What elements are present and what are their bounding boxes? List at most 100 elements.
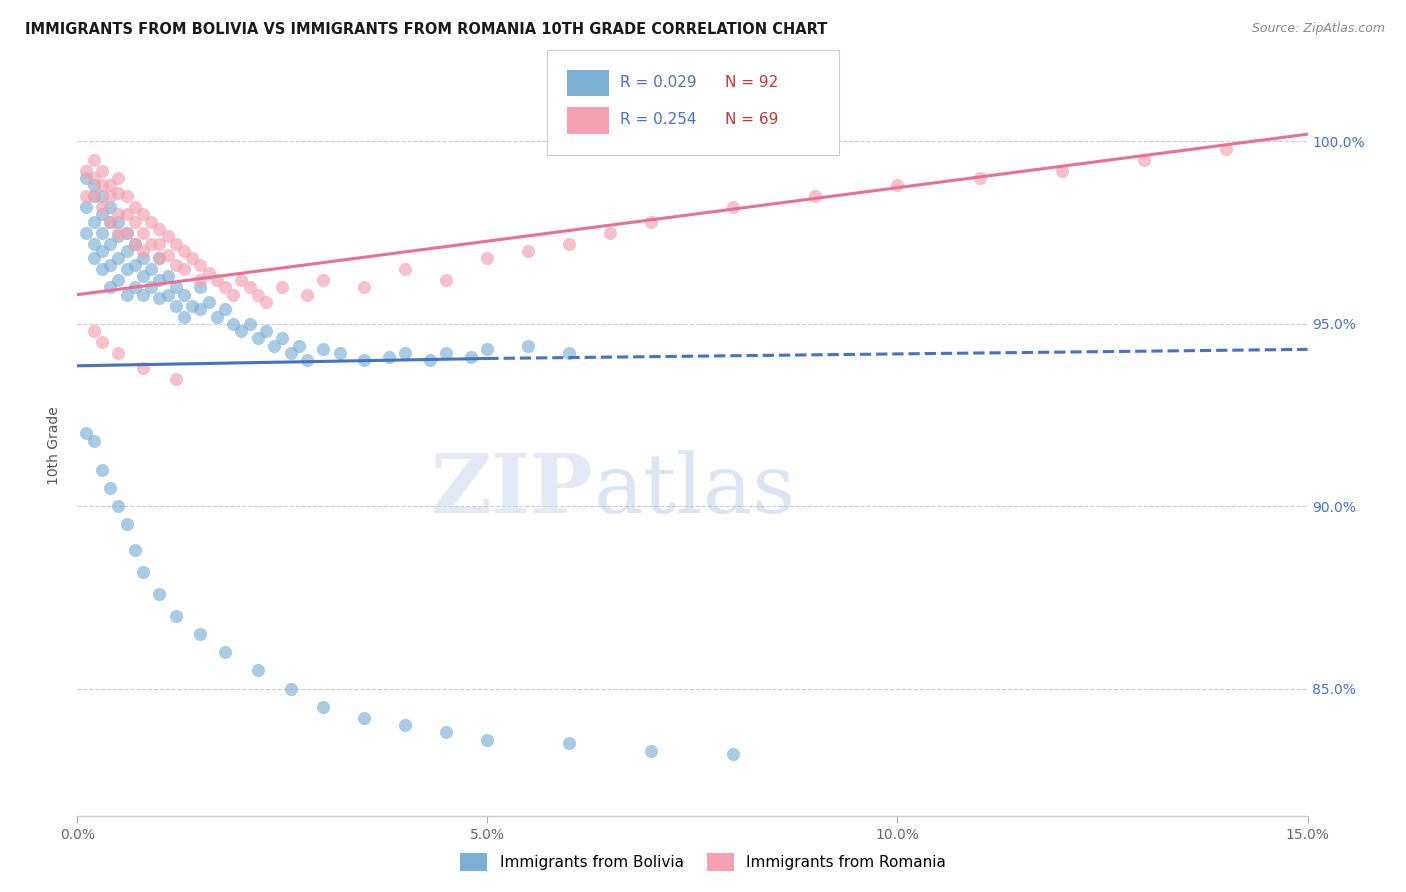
Point bbox=[222, 317, 245, 331]
Point bbox=[132, 565, 155, 579]
Point bbox=[148, 251, 170, 265]
Point bbox=[640, 743, 662, 757]
Legend: Immigrants from Bolivia, Immigrants from Romania: Immigrants from Bolivia, Immigrants from… bbox=[454, 847, 952, 877]
Point bbox=[231, 273, 253, 287]
Point bbox=[165, 236, 187, 251]
Point bbox=[75, 226, 97, 240]
Point bbox=[107, 229, 129, 244]
Point bbox=[517, 244, 540, 258]
Point bbox=[107, 273, 129, 287]
Point bbox=[107, 170, 129, 185]
Point bbox=[124, 543, 146, 558]
Point bbox=[165, 608, 187, 623]
Point bbox=[312, 699, 335, 714]
Point bbox=[98, 200, 121, 214]
Point bbox=[156, 287, 179, 301]
Point bbox=[83, 236, 105, 251]
Point bbox=[222, 287, 245, 301]
Point bbox=[124, 215, 146, 229]
Point bbox=[148, 587, 170, 601]
Point bbox=[107, 226, 129, 240]
Point bbox=[394, 262, 416, 277]
Point bbox=[205, 310, 228, 324]
Point bbox=[477, 343, 499, 357]
Point bbox=[132, 251, 155, 265]
Text: ZIP: ZIP bbox=[432, 450, 595, 531]
Point bbox=[90, 189, 114, 203]
Point bbox=[148, 222, 170, 236]
Point bbox=[173, 262, 195, 277]
Point bbox=[239, 317, 262, 331]
Point bbox=[312, 343, 335, 357]
Point bbox=[132, 244, 155, 258]
Text: atlas: atlas bbox=[595, 450, 796, 531]
Point bbox=[231, 324, 253, 338]
Point bbox=[141, 236, 163, 251]
Point bbox=[115, 517, 138, 532]
Point bbox=[173, 244, 195, 258]
Point bbox=[640, 215, 662, 229]
Point bbox=[124, 259, 146, 273]
Point bbox=[239, 280, 262, 294]
Point bbox=[246, 287, 269, 301]
Point bbox=[886, 178, 908, 193]
Point bbox=[254, 294, 277, 309]
Point bbox=[90, 163, 114, 178]
Point bbox=[271, 331, 294, 345]
Point bbox=[419, 353, 441, 368]
Point bbox=[90, 463, 114, 477]
Point bbox=[124, 236, 146, 251]
Point bbox=[329, 346, 352, 360]
Point bbox=[394, 346, 416, 360]
Point bbox=[115, 244, 138, 258]
Point bbox=[1215, 142, 1237, 156]
Point bbox=[115, 189, 138, 203]
Text: R = 0.029: R = 0.029 bbox=[620, 75, 696, 89]
Point bbox=[132, 287, 155, 301]
Point bbox=[107, 251, 129, 265]
Text: IMMIGRANTS FROM BOLIVIA VS IMMIGRANTS FROM ROMANIA 10TH GRADE CORRELATION CHART: IMMIGRANTS FROM BOLIVIA VS IMMIGRANTS FR… bbox=[25, 22, 828, 37]
Point bbox=[90, 226, 114, 240]
Text: Source: ZipAtlas.com: Source: ZipAtlas.com bbox=[1251, 22, 1385, 36]
Point bbox=[477, 251, 499, 265]
Point bbox=[353, 711, 375, 725]
Point bbox=[124, 280, 146, 294]
Point bbox=[107, 186, 129, 200]
Text: R = 0.254: R = 0.254 bbox=[620, 112, 696, 127]
Point bbox=[205, 273, 228, 287]
Point bbox=[83, 251, 105, 265]
Point bbox=[969, 170, 991, 185]
Point bbox=[197, 266, 219, 280]
Point bbox=[263, 339, 285, 353]
Point bbox=[723, 200, 745, 214]
Point bbox=[115, 287, 138, 301]
Point bbox=[98, 280, 121, 294]
Point bbox=[107, 346, 129, 360]
Point bbox=[83, 189, 105, 203]
Point bbox=[132, 207, 155, 221]
Point bbox=[188, 627, 212, 641]
Point bbox=[132, 360, 155, 375]
Point bbox=[141, 215, 163, 229]
Point bbox=[98, 215, 121, 229]
Point bbox=[90, 262, 114, 277]
Point bbox=[558, 236, 581, 251]
Point bbox=[83, 434, 105, 448]
Point bbox=[165, 280, 187, 294]
Point bbox=[83, 170, 105, 185]
Point bbox=[394, 718, 416, 732]
Point bbox=[599, 226, 621, 240]
Point bbox=[98, 236, 121, 251]
Point bbox=[148, 251, 170, 265]
Point bbox=[558, 346, 581, 360]
Point bbox=[132, 226, 155, 240]
Point bbox=[280, 681, 302, 696]
FancyBboxPatch shape bbox=[547, 50, 839, 155]
Point bbox=[75, 163, 97, 178]
Point bbox=[107, 215, 129, 229]
Point bbox=[353, 353, 375, 368]
Point bbox=[98, 189, 121, 203]
Point bbox=[90, 334, 114, 349]
Point bbox=[558, 736, 581, 750]
Point bbox=[517, 339, 540, 353]
